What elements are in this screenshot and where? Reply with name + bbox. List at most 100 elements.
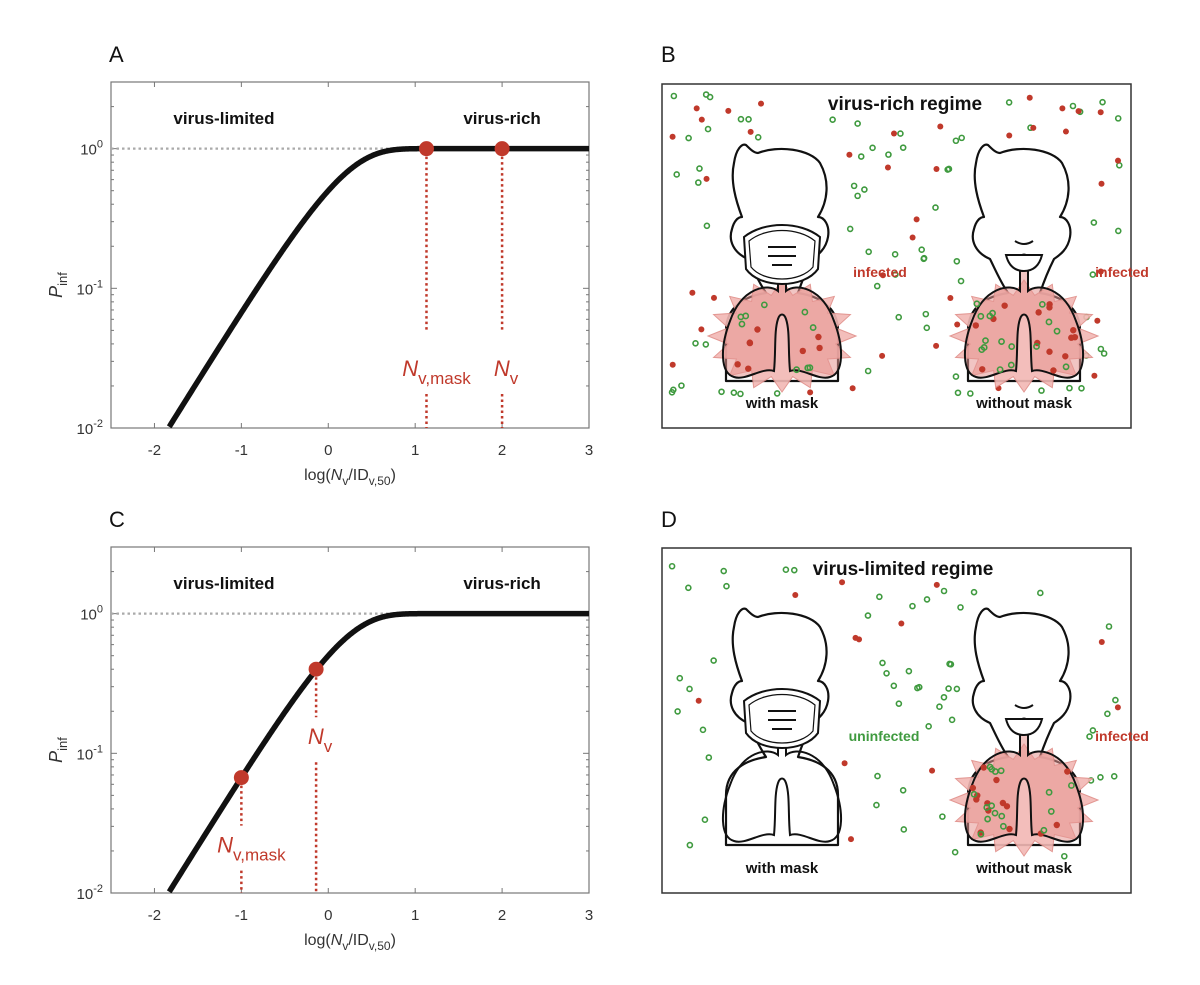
lung-virus-inactive — [1053, 327, 1061, 335]
lung-virus-inactive — [970, 790, 978, 798]
lung-virus-infectious — [745, 365, 752, 372]
marker-label: Nv,mask — [217, 833, 286, 865]
infection-status: uninfected — [849, 728, 920, 744]
y-tick-base: 10 — [80, 607, 97, 624]
virus-particle-infectious — [852, 634, 859, 641]
virus-particle-inactive — [925, 723, 932, 730]
lungs-icon — [963, 253, 1085, 379]
virus-particle-inactive — [1100, 350, 1108, 357]
virus-particle-inactive — [702, 341, 710, 348]
data-point — [308, 661, 324, 677]
y-tick-exponent: -2 — [93, 883, 103, 895]
lung-virus-inactive — [1068, 782, 1075, 789]
virus-particle-inactive — [692, 339, 699, 347]
virus-particle-inactive — [1104, 710, 1111, 718]
virus-particle-inactive — [704, 125, 712, 133]
x-tick-label: -1 — [235, 907, 248, 924]
lung-virus-inactive — [984, 815, 992, 823]
x-tick-label: 1 — [411, 907, 419, 924]
virus-particle-infectious — [693, 105, 700, 112]
virus-particle-inactive — [1114, 115, 1122, 122]
panel-label: A — [109, 42, 124, 67]
lung-virus-inactive — [1007, 361, 1015, 369]
panel-d-illustration: D with mask uninfected without mask infecte… — [661, 507, 1149, 894]
virus-particle-inactive — [686, 841, 694, 849]
virus-particle-inactive — [885, 151, 892, 158]
regime-labels: virus-limited virus-rich — [173, 109, 540, 128]
x-tick-label: 1 — [411, 442, 419, 459]
data-point — [494, 141, 510, 157]
lung-virus-inactive — [801, 308, 809, 316]
virus-particle-infectious — [849, 385, 856, 392]
virus-particle-inactive — [897, 130, 904, 137]
virus-particle-infectious — [698, 326, 705, 333]
virus-particle-infectious — [839, 579, 846, 586]
virus-particle-inactive — [873, 282, 881, 290]
mask-body — [742, 224, 822, 285]
virus-particle-inactive — [703, 222, 711, 230]
virus-particle-inactive — [952, 373, 960, 380]
virus-particle-inactive — [1038, 387, 1045, 394]
marker-v-mask: Nv,mask — [217, 770, 286, 893]
y-tick-exponent: -2 — [93, 418, 103, 430]
person-caption: with mask — [745, 860, 819, 877]
x-axis-label: log(Nv/IDv,50) — [304, 467, 396, 488]
person-caption: with mask — [745, 395, 819, 412]
virus-particle-infectious — [1114, 704, 1121, 711]
virus-particle-inactive — [940, 693, 948, 701]
lungs-icon — [721, 717, 843, 843]
virus-particle-inactive — [900, 826, 908, 833]
virus-particle-inactive — [923, 596, 931, 603]
virus-particle-inactive — [782, 566, 790, 574]
virus-particle-inactive — [952, 137, 960, 145]
virus-particle-inactive — [1105, 623, 1113, 630]
virus-particle-infectious — [929, 767, 936, 774]
virus-particle-inactive — [923, 324, 931, 332]
y-tick-base: 10 — [77, 886, 94, 903]
marker-label-sub: v — [324, 737, 333, 756]
lung-virus-inactive — [809, 324, 817, 331]
virus-particle-infectious — [695, 697, 702, 704]
virus-particle-inactive — [951, 848, 959, 856]
lung-virus-inactive — [988, 802, 996, 810]
virus-particle-inactive — [850, 182, 858, 190]
virus-particle-inactive — [854, 120, 861, 127]
mask-inner — [748, 230, 816, 280]
virus-particle-infectious — [847, 836, 854, 843]
lung-virus-infectious — [1068, 334, 1075, 341]
lung-virus-inactive — [738, 320, 746, 328]
lung-virus-infectious — [985, 807, 992, 814]
marker-v: Nv — [494, 141, 519, 428]
lung-virus-inactive — [793, 366, 800, 374]
virus-particle-inactive — [874, 772, 881, 780]
lung-virus-inactive — [991, 809, 999, 817]
virus-particle-inactive — [1090, 219, 1098, 226]
virus-particle-inactive — [873, 801, 880, 809]
virus-particle-infectious — [933, 165, 940, 172]
lung-virus-inactive — [1040, 826, 1048, 834]
y-tick-exponent: 0 — [97, 604, 103, 616]
y-tick-label: 100 — [80, 139, 103, 159]
virus-particle-infectious — [698, 116, 705, 123]
virus-particle-infectious — [758, 100, 765, 107]
lung-virus-inactive — [1062, 363, 1070, 371]
infection-status: infected — [1095, 264, 1149, 280]
virus-particle-inactive — [909, 602, 916, 610]
y-tick-label: 10-2 — [77, 883, 103, 903]
x-axis-label: log(Nv/IDv,50) — [304, 932, 396, 953]
virus-particle-inactive — [668, 562, 676, 570]
regime-title: virus-rich regime — [828, 94, 982, 115]
virus-particle-inactive — [699, 726, 707, 734]
person-without-mask: without mask infected — [948, 143, 1149, 412]
virus-particle-inactive — [678, 382, 685, 389]
virus-particle-inactive — [695, 179, 702, 186]
virus-particle-inactive — [948, 716, 956, 724]
lung-virus-inactive — [806, 364, 814, 372]
virus-particle-inactive — [920, 254, 928, 262]
regime-label: virus-rich — [463, 109, 540, 128]
virus-particle-infectious — [792, 591, 799, 598]
data-point — [418, 141, 434, 157]
panel-label: B — [661, 42, 676, 67]
y-tick-base: 10 — [77, 746, 94, 763]
virus-particle-inactive — [706, 93, 714, 101]
